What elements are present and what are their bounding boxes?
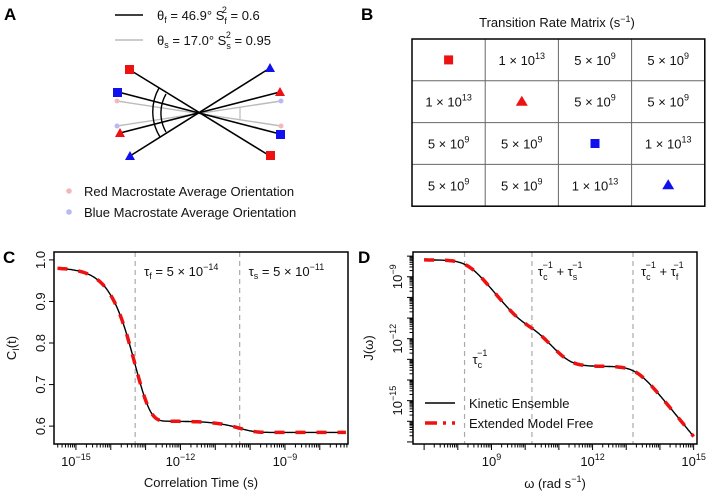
rate-value: 5 × 109 bbox=[501, 176, 543, 193]
rate-value: 5 × 109 bbox=[574, 51, 616, 68]
red-triangle-marker bbox=[275, 87, 285, 96]
red-avg-legend-dot bbox=[66, 188, 72, 194]
rate-value: 5 × 109 bbox=[501, 135, 543, 152]
panel-c-chart: 10−15 10−12 10−9 0.6 0.7 0.8 0.9 1.0 Correlation… bbox=[4, 251, 349, 490]
red-square-marker bbox=[266, 151, 275, 160]
rate-annotation: τc−1 bbox=[473, 348, 488, 370]
legend-slow-text: θs = 17.0° Ss2 = 0.95 bbox=[157, 30, 271, 51]
y-tick-label: 0.7 bbox=[33, 376, 48, 394]
tau-annotation: τf = 5 × 10−14 bbox=[144, 262, 218, 281]
panel-b: Transition Rate Matrix (s−1) 1 × 1013 5 ×… bbox=[411, 14, 706, 207]
matrix-cell bbox=[662, 179, 675, 190]
x-tick-label: 109 bbox=[482, 452, 501, 469]
y-axis-label: J(ω) bbox=[361, 335, 376, 360]
red-avg-dot bbox=[114, 98, 120, 104]
y-axis-label: CI(t) bbox=[4, 336, 21, 360]
bond-vectors bbox=[117, 67, 281, 157]
y-tick-label: 1.0 bbox=[33, 251, 48, 269]
blue-avg-dot bbox=[278, 98, 284, 104]
legend: Kinetic Ensemble Extended Model Free bbox=[425, 396, 593, 431]
matrix-cell: 1 × 1013 bbox=[572, 176, 619, 193]
y-tick-label: 10−9 bbox=[388, 264, 405, 289]
y-tick-label: 0.8 bbox=[33, 334, 48, 352]
red-square-icon bbox=[444, 55, 454, 65]
red-triangle-icon bbox=[515, 95, 528, 106]
rate-value: 5 × 109 bbox=[647, 93, 689, 110]
rate-annotation: τc−1 + τs−1 bbox=[538, 260, 583, 282]
red-triangle-marker bbox=[115, 128, 125, 137]
rate-value: 1 × 1013 bbox=[645, 135, 692, 152]
y-tick-label: 10−15 bbox=[388, 386, 405, 416]
red-avg-dot bbox=[278, 123, 284, 129]
panel-label-a: A bbox=[4, 5, 16, 24]
y-tick-label: 0.9 bbox=[33, 292, 48, 310]
legend-kinetic-label: Kinetic Ensemble bbox=[469, 396, 569, 411]
x-tick-label: 10−12 bbox=[166, 452, 196, 469]
x-axis-label: ω (rad s−1) bbox=[524, 474, 586, 491]
legend-emf-label: Extended Model Free bbox=[469, 416, 593, 431]
legend-fast-text: θf = 46.9° Sf2 = 0.6 bbox=[157, 5, 260, 26]
matrix-cell: 1 × 1013 bbox=[645, 135, 692, 152]
matrix-border bbox=[411, 38, 706, 207]
blue-triangle-icon bbox=[662, 179, 675, 190]
blue-triangle-marker bbox=[125, 151, 135, 160]
matrix-cell: 5 × 109 bbox=[574, 93, 616, 110]
matrix-cell: 5 × 109 bbox=[428, 135, 470, 152]
y-tick-label: 10−12 bbox=[388, 324, 405, 354]
rate-value: 1 × 1013 bbox=[499, 51, 546, 68]
matrix-cell bbox=[590, 139, 600, 148]
rate-annotation: τc−1 + τf−1 bbox=[641, 260, 684, 282]
matrix-cell bbox=[515, 95, 528, 106]
red-square-marker bbox=[125, 65, 134, 74]
rate-value: 5 × 109 bbox=[647, 51, 689, 68]
rate-value: 1 × 1013 bbox=[572, 176, 619, 193]
blue-square-marker bbox=[113, 88, 122, 97]
panel-label-c: C bbox=[3, 248, 15, 267]
x-tick-label: 10−15 bbox=[61, 452, 91, 469]
extended-model-free-line bbox=[57, 266, 346, 435]
panel-d-chart: 109 1012 1015 10−9 10−12 10−15 ω (rad s−1) J(ω)… bbox=[361, 251, 706, 491]
matrix-cell: 1 × 1013 bbox=[499, 51, 546, 68]
matrix-cell: 5 × 109 bbox=[647, 93, 689, 110]
y-tick-label: 0.6 bbox=[33, 417, 48, 435]
matrix-cell: 1 × 1013 bbox=[425, 93, 472, 110]
x-tick-label: 10−9 bbox=[273, 452, 298, 469]
blue-triangle-marker bbox=[265, 63, 275, 72]
blue-avg-dot bbox=[114, 123, 120, 129]
panel-label-b: B bbox=[361, 5, 373, 24]
blue-square-marker bbox=[276, 130, 285, 139]
blue-avg-legend-label: Blue Macrostate Average Orientation bbox=[84, 205, 296, 220]
plot-frame bbox=[412, 251, 698, 445]
x-tick-label: 1012 bbox=[580, 452, 604, 469]
matrix-cell: 5 × 109 bbox=[501, 176, 543, 193]
panel-a: θf = 46.9° Sf2 = 0.6 θs = 17.0° Ss2 = 0.… bbox=[66, 5, 296, 220]
tau-annotation: τs = 5 × 10−11 bbox=[249, 262, 325, 281]
matrix-title: Transition Rate Matrix (s−1) bbox=[479, 14, 635, 30]
blue-avg-legend-dot bbox=[66, 209, 72, 215]
matrix-cell bbox=[444, 55, 454, 65]
matrix-cell: 5 × 109 bbox=[647, 51, 689, 68]
theta-f-arc bbox=[152, 87, 161, 138]
kinetic-ensemble-line bbox=[57, 267, 346, 434]
matrix-cell: 5 × 109 bbox=[428, 176, 470, 193]
rate-value: 5 × 109 bbox=[428, 176, 470, 193]
extended-model-free-line bbox=[424, 258, 695, 438]
rate-value: 5 × 109 bbox=[428, 135, 470, 152]
x-axis-label: Correlation Time (s) bbox=[144, 475, 258, 490]
blue-square-icon bbox=[590, 139, 600, 148]
panel-label-d: D bbox=[358, 248, 370, 267]
x-tick-label: 1015 bbox=[681, 452, 705, 469]
transition-rate-matrix: 1 × 1013 5 × 109 5 × 109 1 × 1013 5 × 109 5 ×… bbox=[411, 38, 706, 207]
theta-s-arc bbox=[160, 93, 167, 133]
rate-value: 1 × 1013 bbox=[425, 93, 472, 110]
rate-value: 5 × 109 bbox=[574, 93, 616, 110]
matrix-cell: 5 × 109 bbox=[574, 51, 616, 68]
matrix-cell: 5 × 109 bbox=[501, 135, 543, 152]
red-avg-legend-label: Red Macrostate Average Orientation bbox=[84, 184, 294, 199]
